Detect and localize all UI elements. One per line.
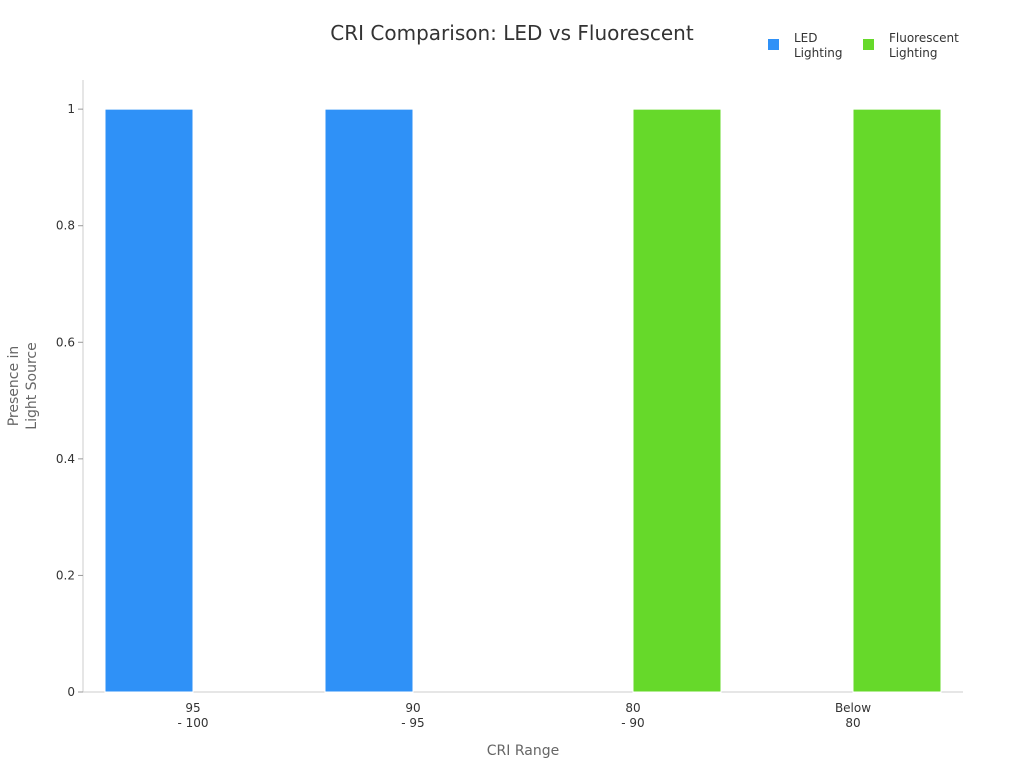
bar-fluorescent-lighting-below-80 (852, 108, 942, 693)
bar-fluorescent-lighting-80-90 (632, 108, 722, 693)
x-tick-labels: 95- 100 90- 95 80- 90 Below 80 (177, 701, 871, 730)
y-tick-label: 0.2 (56, 568, 75, 582)
bar-led-lighting-90-95 (324, 108, 414, 693)
y-tick-label: 0.6 (56, 335, 75, 349)
legend: LED Lighting Fluorescent Lighting (768, 31, 959, 60)
x-tick-label: 95- 100 (177, 701, 208, 730)
y-tick-labels: 0 0.2 0.4 0.6 0.8 1 (56, 102, 83, 699)
chart-title: CRI Comparison: LED vs Fluorescent (330, 21, 694, 45)
x-tick-label: 90- 95 (401, 701, 424, 730)
legend-swatch (768, 39, 779, 50)
x-axis-title: CRI Range (487, 743, 559, 759)
legend-swatch (863, 39, 874, 50)
legend-label: LED Lighting (794, 31, 843, 60)
x-tick-label: Below 80 (835, 701, 871, 730)
legend-item-led-lighting: LED Lighting (768, 31, 843, 60)
bar-led-lighting-95-100 (104, 108, 194, 693)
y-axis-title: Presence in Light Source (6, 342, 40, 429)
y-tick-label: 0.8 (56, 219, 75, 233)
legend-item-fluorescent-lighting: Fluorescent Lighting (863, 31, 959, 60)
y-tick-label: 0.4 (56, 452, 75, 466)
x-tick-label: 80- 90 (621, 701, 644, 730)
legend-label: Fluorescent Lighting (889, 31, 959, 60)
bars (104, 108, 942, 693)
y-tick-label: 1 (67, 102, 75, 116)
y-tick-label: 0 (67, 685, 75, 699)
